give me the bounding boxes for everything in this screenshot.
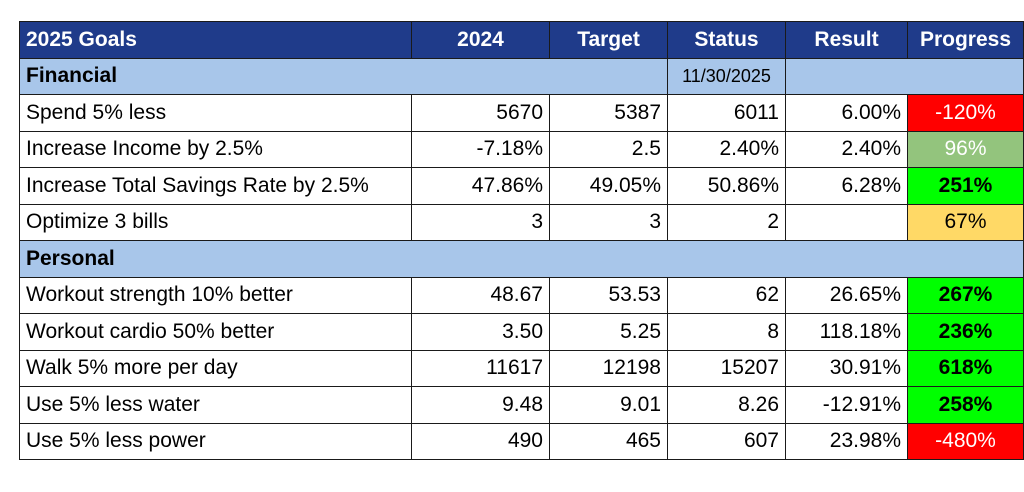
result-cell[interactable]: 6.28% <box>785 167 908 205</box>
status-cell[interactable]: 8.26 <box>667 386 786 424</box>
result-cell[interactable]: -12.91% <box>785 386 908 424</box>
table-row: Optimize 3 bills 3 3 2 67% <box>19 203 1024 241</box>
status-cell[interactable]: 15207 <box>667 349 786 387</box>
progress-cell[interactable]: 258% <box>907 386 1024 424</box>
goal-cell[interactable]: Use 5% less water <box>19 386 412 424</box>
table-row: Walk 5% more per day 11617 12198 15207 3… <box>19 349 1024 387</box>
target-cell[interactable]: 5387 <box>549 94 668 132</box>
target-cell[interactable]: 49.05% <box>549 167 668 205</box>
target-cell[interactable]: 5.25 <box>549 313 668 351</box>
header-2024[interactable]: 2024 <box>411 21 550 59</box>
target-cell[interactable]: 9.01 <box>549 386 668 424</box>
y2024-cell[interactable]: 47.86% <box>411 167 550 205</box>
header-goals[interactable]: 2025 Goals <box>19 21 412 59</box>
progress-cell[interactable]: 267% <box>907 276 1024 314</box>
result-cell[interactable]: 118.18% <box>785 313 908 351</box>
y2024-cell[interactable]: 9.48 <box>411 386 550 424</box>
table-row: Spend 5% less 5670 5387 6011 6.00% -120% <box>19 94 1024 132</box>
status-cell[interactable]: 6011 <box>667 94 786 132</box>
progress-cell[interactable]: -480% <box>907 422 1024 460</box>
header-progress[interactable]: Progress <box>907 21 1024 59</box>
result-cell[interactable]: 6.00% <box>785 94 908 132</box>
result-cell[interactable]: 23.98% <box>785 422 908 460</box>
table-row: Use 5% less water 9.48 9.01 8.26 -12.91%… <box>19 386 1024 424</box>
status-cell[interactable]: 2 <box>667 203 786 241</box>
section-label-personal[interactable]: Personal <box>19 240 1024 278</box>
goal-cell[interactable]: Increase Total Savings Rate by 2.5% <box>19 167 412 205</box>
target-cell[interactable]: 465 <box>549 422 668 460</box>
goal-cell[interactable]: Workout cardio 50% better <box>19 313 412 351</box>
progress-cell[interactable]: -120% <box>907 94 1024 132</box>
goal-cell[interactable]: Walk 5% more per day <box>19 349 412 387</box>
status-cell[interactable]: 8 <box>667 313 786 351</box>
progress-cell[interactable]: 618% <box>907 349 1024 387</box>
progress-cell[interactable]: 251% <box>907 167 1024 205</box>
table-row: Increase Income by 2.5% -7.18% 2.5 2.40%… <box>19 130 1024 168</box>
y2024-cell[interactable]: 3 <box>411 203 550 241</box>
section-filler[interactable] <box>785 57 1024 95</box>
y2024-cell[interactable]: 48.67 <box>411 276 550 314</box>
status-cell[interactable]: 2.40% <box>667 130 786 168</box>
table-row: Workout cardio 50% better 3.50 5.25 8 11… <box>19 313 1024 351</box>
y2024-cell[interactable]: 5670 <box>411 94 550 132</box>
y2024-cell[interactable]: 490 <box>411 422 550 460</box>
goal-cell[interactable]: Use 5% less power <box>19 422 412 460</box>
section-personal: Personal <box>19 240 1024 278</box>
result-cell[interactable] <box>785 203 908 241</box>
status-cell[interactable]: 50.86% <box>667 167 786 205</box>
goal-cell[interactable]: Optimize 3 bills <box>19 203 412 241</box>
header-target[interactable]: Target <box>549 21 668 59</box>
result-cell[interactable]: 30.91% <box>785 349 908 387</box>
goal-cell[interactable]: Spend 5% less <box>19 94 412 132</box>
table-row: Increase Total Savings Rate by 2.5% 47.8… <box>19 167 1024 205</box>
status-cell[interactable]: 62 <box>667 276 786 314</box>
section-label-financial[interactable]: Financial <box>19 57 668 95</box>
table-row: Workout strength 10% better 48.67 53.53 … <box>19 276 1024 314</box>
header-row: 2025 Goals 2024 Target Status Result Pro… <box>19 21 1024 59</box>
target-cell[interactable]: 53.53 <box>549 276 668 314</box>
section-financial: Financial 11/30/2025 <box>19 57 1024 95</box>
y2024-cell[interactable]: 11617 <box>411 349 550 387</box>
header-status[interactable]: Status <box>667 21 786 59</box>
header-result[interactable]: Result <box>785 21 908 59</box>
progress-cell[interactable]: 236% <box>907 313 1024 351</box>
goals-table: 2025 Goals 2024 Target Status Result Pro… <box>19 21 1024 460</box>
status-date[interactable]: 11/30/2025 <box>667 57 786 95</box>
result-cell[interactable]: 2.40% <box>785 130 908 168</box>
goal-cell[interactable]: Increase Income by 2.5% <box>19 130 412 168</box>
progress-cell[interactable]: 67% <box>907 203 1024 241</box>
y2024-cell[interactable]: 3.50 <box>411 313 550 351</box>
status-cell[interactable]: 607 <box>667 422 786 460</box>
target-cell[interactable]: 3 <box>549 203 668 241</box>
result-cell[interactable]: 26.65% <box>785 276 908 314</box>
target-cell[interactable]: 2.5 <box>549 130 668 168</box>
table-row: Use 5% less power 490 465 607 23.98% -48… <box>19 422 1024 460</box>
progress-cell[interactable]: 96% <box>907 130 1024 168</box>
goal-cell[interactable]: Workout strength 10% better <box>19 276 412 314</box>
target-cell[interactable]: 12198 <box>549 349 668 387</box>
y2024-cell[interactable]: -7.18% <box>411 130 550 168</box>
